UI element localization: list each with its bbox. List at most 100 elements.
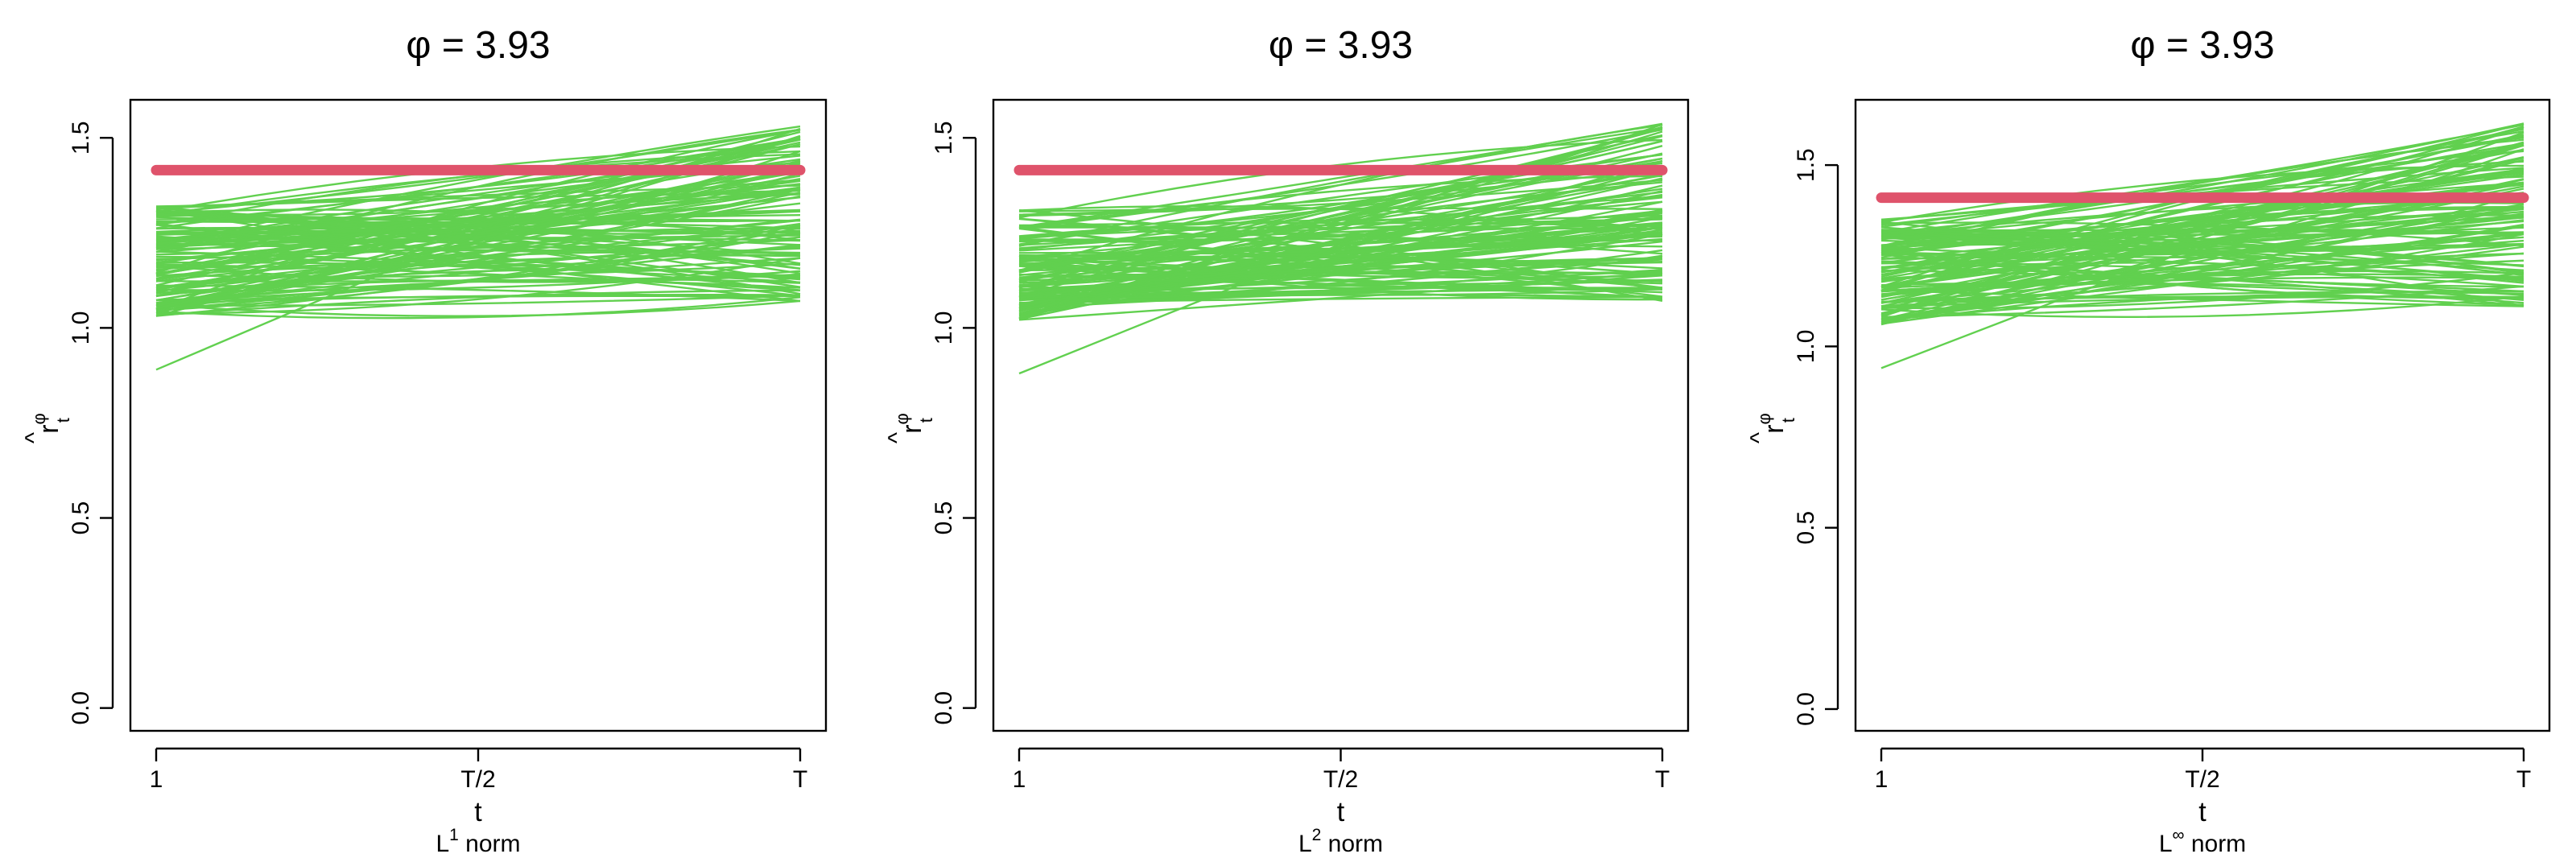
y-axis-label-hat: ^ (21, 432, 47, 443)
simulated-line (1018, 209, 1663, 243)
simulated-line (155, 192, 801, 209)
simulated-line (1018, 124, 1663, 272)
simulated-line (1018, 167, 1663, 216)
x-tick-label: T/2 (2185, 766, 2219, 793)
chart-panel-3: φ = 3.93 1 T/2 TtL∞ norm 0.0 0.5 1.0 1.5 rφ t^ (1746, 24, 2551, 857)
simulated-line (1880, 216, 2524, 242)
simulated-line (155, 234, 801, 246)
simulated-line (1880, 148, 2524, 321)
simulated-line (155, 226, 801, 311)
simulated-line (1880, 236, 2524, 281)
simulated-line (155, 202, 801, 250)
simulated-line (1018, 235, 1663, 299)
simulated-line (1018, 233, 1663, 265)
simulated-line (155, 294, 801, 307)
x-tick-label: T (793, 766, 807, 793)
y-axis-label-hat: ^ (884, 432, 910, 443)
y-tick-label: 1.0 (1793, 330, 1819, 364)
y-tick-label: 1.5 (68, 121, 94, 155)
simulated-line (155, 128, 801, 274)
simulated-line (1018, 174, 1663, 319)
norm-subtitle: L∞ norm (2159, 826, 2246, 857)
y-axis-label: rφ t^ (21, 413, 73, 443)
x-tick-label: T (2516, 766, 2531, 793)
plot-frame (129, 98, 828, 732)
y-tick-label: 0.5 (68, 501, 94, 535)
x-axis: 1 T/2 T (150, 747, 807, 793)
x-tick-label: T (1655, 766, 1670, 793)
y-axis: 0.0 0.5 1.0 1.5 (931, 121, 977, 725)
simulated-line (1018, 140, 1663, 240)
simulated-line (1018, 285, 1663, 296)
y-tick-label: 1.5 (1793, 148, 1819, 182)
simulated-line (1018, 254, 1663, 301)
x-axis: 1 T/2 T (1875, 747, 2531, 793)
simulated-line (1880, 262, 2524, 284)
simulated-lines (155, 125, 801, 371)
simulated-line (155, 175, 801, 371)
norm-subtitle: L1 norm (436, 826, 520, 857)
simulated-line (1880, 285, 2524, 318)
simulated-line (1018, 193, 1663, 375)
simulated-line (1880, 290, 2524, 322)
chart-title: φ = 3.93 (1269, 24, 1413, 67)
simulated-line (155, 262, 801, 278)
simulated-line (1018, 205, 1663, 237)
simulated-line (1018, 273, 1663, 286)
simulated-line (1018, 226, 1663, 230)
y-axis-label-text: rφ t (892, 413, 936, 434)
simulated-line (1018, 130, 1663, 271)
plot-frame (992, 98, 1690, 732)
y-tick-label: 0.0 (68, 691, 94, 725)
x-tick-label: T/2 (1323, 766, 1358, 793)
x-tick-label: 1 (1875, 766, 1889, 793)
simulated-line (1018, 263, 1663, 294)
simulated-line (155, 212, 801, 284)
y-tick-label: 0.0 (931, 691, 957, 725)
y-tick-label: 1.0 (68, 311, 94, 345)
simulated-line (155, 219, 801, 260)
y-tick-label: 1.5 (931, 121, 957, 155)
simulated-line (1018, 251, 1663, 270)
x-axis: 1 T/2 T (1013, 747, 1670, 793)
simulated-line (155, 188, 801, 304)
simulated-line (1018, 175, 1663, 230)
y-axis-label-text: rφ t (1754, 413, 1798, 434)
x-tick-label: 1 (150, 766, 163, 793)
simulated-line (155, 289, 801, 317)
x-axis-label: t (474, 797, 482, 827)
simulated-line (1880, 168, 2524, 270)
x-tick-label: T/2 (460, 766, 495, 793)
simulated-line (1018, 138, 1663, 219)
x-axis-label: t (2198, 797, 2207, 827)
simulated-line (1018, 254, 1663, 301)
x-tick-label: 1 (1013, 766, 1026, 793)
y-axis-label: rφ t^ (884, 413, 936, 443)
chart-title: φ = 3.93 (2130, 24, 2274, 67)
simulated-line (155, 263, 801, 292)
simulated-line (1880, 123, 2524, 229)
simulated-line (155, 125, 801, 248)
y-tick-label: 0.5 (1793, 511, 1819, 545)
simulated-lines (1018, 122, 1663, 375)
simulated-line (155, 161, 801, 271)
y-tick-label: 0.0 (1793, 692, 1819, 726)
chart-title: φ = 3.93 (406, 24, 550, 67)
x-axis-label: t (1337, 797, 1345, 827)
simulated-line (1018, 214, 1663, 238)
y-tick-label: 1.0 (931, 311, 957, 345)
simulated-line (1880, 182, 2524, 369)
simulated-line (155, 168, 801, 310)
simulated-line (1880, 182, 2524, 241)
simulated-line (155, 141, 801, 245)
simulated-line (155, 209, 801, 291)
y-axis: 0.0 0.5 1.0 1.5 (68, 121, 114, 725)
simulated-line (155, 261, 801, 284)
simulated-line (155, 138, 801, 276)
simulated-line (155, 214, 801, 265)
simulated-line (155, 225, 801, 311)
norm-subtitle: L2 norm (1298, 826, 1383, 857)
